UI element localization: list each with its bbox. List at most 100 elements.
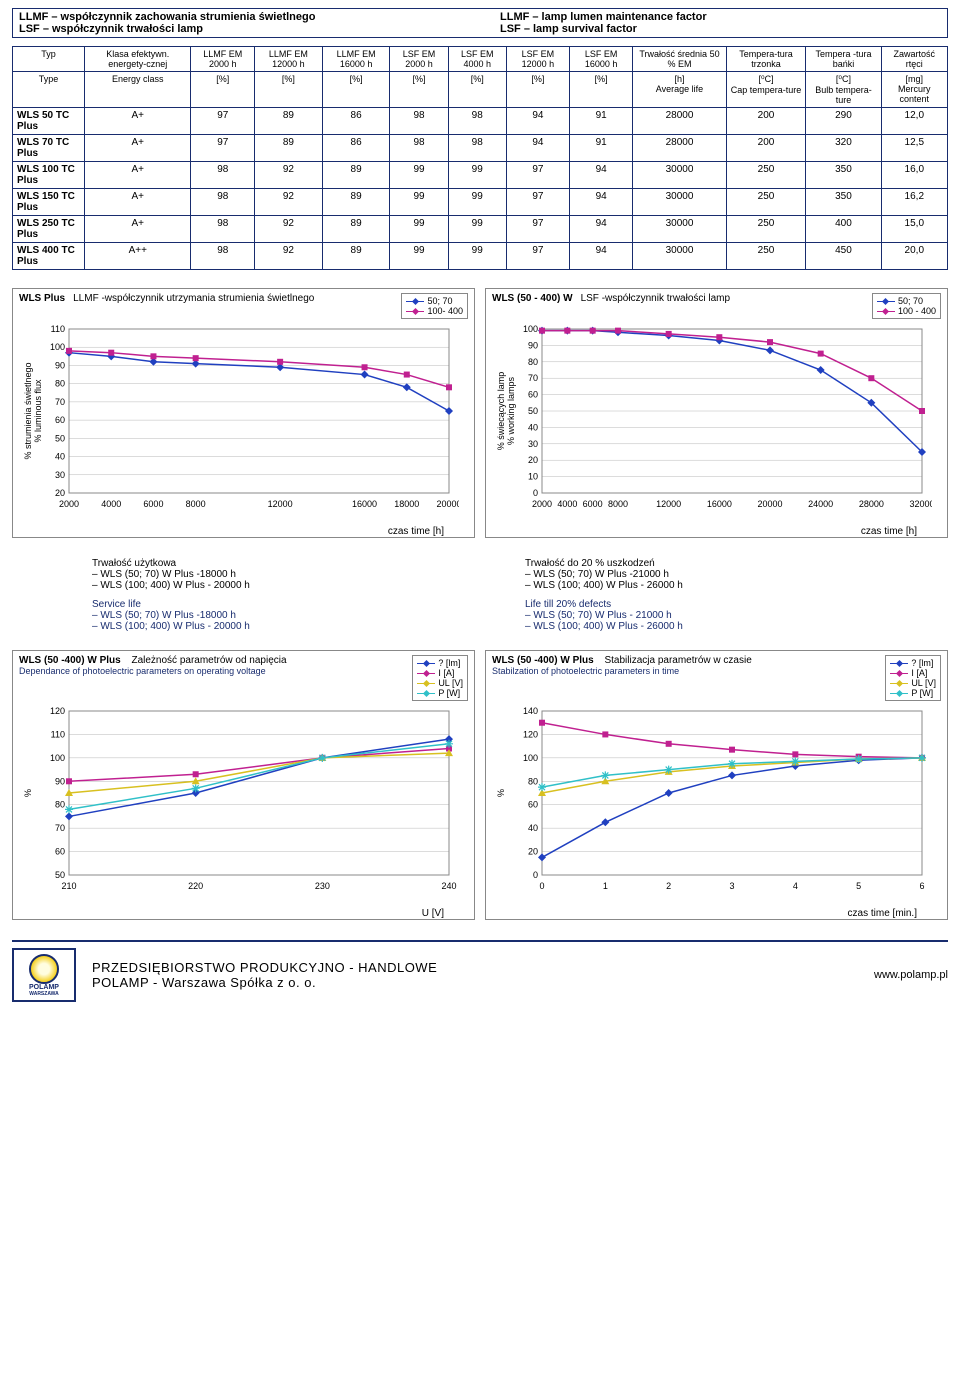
chart-row-2: WLS (50 -400) W Plus Zależność parametró… [12, 650, 948, 920]
chart1-legend: 50; 70100- 400 [401, 293, 468, 319]
footer-url: www.polamp.pl [874, 969, 948, 981]
svg-text:6000: 6000 [583, 499, 603, 509]
chart1-title: WLS Plus [19, 293, 65, 304]
svg-text:20: 20 [528, 847, 538, 857]
def-lsf-pl: LSF – współczynnik trwałości lamp [19, 23, 460, 35]
svg-text:80: 80 [528, 357, 538, 367]
svg-text:2: 2 [666, 881, 671, 891]
svg-text:20: 20 [55, 488, 65, 498]
definitions-box: LLMF – współczynnik zachowania strumieni… [12, 8, 948, 38]
svg-text:40: 40 [528, 422, 538, 432]
svg-text:230: 230 [315, 881, 330, 891]
tr-pl-title: Trwałość do 20 % uszkodzeń [525, 558, 918, 569]
chart-stabil-box: WLS (50 -400) W Plus Stabilizacja parame… [485, 650, 948, 920]
svg-text:10: 10 [528, 472, 538, 482]
svg-text:5: 5 [856, 881, 861, 891]
lifetime-right: Trwałość do 20 % uszkodzeń – WLS (50; 70… [525, 558, 918, 632]
svg-text:1: 1 [603, 881, 608, 891]
chart3-svg: 5060708090100110120210220230240% [19, 703, 459, 903]
page-footer: POLAMP WARSZAWA PRZEDSIĘBIORSTWO PRODUKC… [12, 940, 948, 1002]
chart4-title: WLS (50 -400) W Plus [492, 655, 594, 666]
logo-icon [29, 954, 59, 984]
svg-text:16000: 16000 [352, 499, 377, 509]
chart2-subtitle: LSF -współczynnik trwałości lamp [581, 293, 868, 304]
chart3-legend: ? [lm]I [A]UL [V]P [W] [412, 655, 468, 701]
svg-text:100: 100 [50, 753, 65, 763]
svg-text:12000: 12000 [268, 499, 293, 509]
svg-text:40: 40 [55, 452, 65, 462]
svg-text:120: 120 [50, 706, 65, 716]
def-llmf-en: LLMF – lamp lumen maintenance factor [500, 11, 941, 23]
svg-text:4000: 4000 [557, 499, 577, 509]
svg-text:50: 50 [528, 406, 538, 416]
svg-text:4: 4 [793, 881, 798, 891]
svg-text:60: 60 [55, 415, 65, 425]
svg-text:240: 240 [441, 881, 456, 891]
chart2-svg: 0102030405060708090100200040006000800012… [492, 321, 932, 521]
svg-text:80: 80 [55, 379, 65, 389]
tl-pl-l2: – WLS (100; 400) W Plus - 20000 h [92, 580, 485, 591]
tl-en-l2: – WLS (100; 400) W Plus - 20000 h [92, 621, 485, 632]
svg-text:%: % [496, 789, 506, 797]
svg-text:80: 80 [55, 800, 65, 810]
chart4-svg: 0204060801001201400123456% [492, 703, 932, 903]
tr-en-l1: – WLS (50; 70) W Plus - 21000 h [525, 610, 918, 621]
svg-text:% working lamps: % working lamps [506, 376, 516, 445]
svg-text:28000: 28000 [859, 499, 884, 509]
definitions-right: LLMF – lamp lumen maintenance factor LSF… [500, 11, 941, 35]
spec-table: TypKlasa efektywn. energety-cznejLLMF EM… [12, 46, 948, 270]
svg-text:20000: 20000 [757, 499, 782, 509]
svg-text:30: 30 [528, 439, 538, 449]
svg-text:60: 60 [528, 800, 538, 810]
svg-text:90: 90 [55, 776, 65, 786]
tl-en-title: Service life [92, 599, 485, 610]
chart3-xlabel: U [V] [13, 908, 474, 919]
svg-text:70: 70 [55, 397, 65, 407]
svg-text:110: 110 [51, 729, 65, 739]
def-llmf-pl: LLMF – współczynnik zachowania strumieni… [19, 11, 460, 23]
svg-text:12000: 12000 [656, 499, 681, 509]
chart2-legend: 50; 70100 - 400 [872, 293, 941, 319]
def-lsf-en: LSF – lamp survival factor [500, 23, 941, 35]
svg-text:6000: 6000 [143, 499, 163, 509]
svg-text:90: 90 [55, 360, 65, 370]
chart-row-1: WLS Plus LLMF -współczynnik utrzymania s… [12, 288, 948, 538]
svg-text:110: 110 [51, 324, 65, 334]
svg-text:2000: 2000 [59, 499, 79, 509]
chart4-sub-en: Stabilzation of photoelectric parameters… [492, 666, 679, 676]
svg-text:30: 30 [55, 470, 65, 480]
tr-en-title: Life till 20% defects [525, 599, 918, 610]
chart3-sub-en: Dependance of photoelectric parameters o… [19, 666, 266, 676]
svg-text:0: 0 [533, 870, 538, 880]
chart1-svg: 2030405060708090100110200040006000800012… [19, 321, 459, 521]
svg-text:70: 70 [55, 823, 65, 833]
svg-text:3: 3 [729, 881, 734, 891]
footer-line1: PRZEDSIĘBIORSTWO PRODUKCYJNO - HANDLOWE [92, 960, 437, 975]
svg-text:% strumienia świetlnego: % strumienia świetlnego [23, 362, 33, 459]
svg-text:0: 0 [533, 488, 538, 498]
svg-text:90: 90 [528, 340, 538, 350]
svg-text:70: 70 [528, 373, 538, 383]
lifetime-left: Trwałość użytkowa – WLS (50; 70) W Plus … [92, 558, 485, 632]
chart-voltage-box: WLS (50 -400) W Plus Zależność parametró… [12, 650, 475, 920]
svg-text:6: 6 [919, 881, 924, 891]
tl-en-l1: – WLS (50; 70) W Plus -18000 h [92, 610, 485, 621]
tl-pl-title: Trwałość użytkowa [92, 558, 485, 569]
svg-text:0: 0 [539, 881, 544, 891]
svg-text:220: 220 [188, 881, 203, 891]
svg-text:32000: 32000 [909, 499, 932, 509]
spec-table-head: TypKlasa efektywn. energety-cznejLLMF EM… [13, 47, 948, 108]
logo-top: POLAMP [29, 984, 59, 991]
svg-text:20: 20 [528, 455, 538, 465]
svg-text:18000: 18000 [394, 499, 419, 509]
footer-line2: POLAMP - Warszawa Spółka z o. o. [92, 975, 437, 990]
chart1-xlabel: czas time [h] [13, 526, 474, 537]
chart1-subtitle: LLMF -współczynnik utrzymania strumienia… [73, 293, 397, 304]
svg-text:60: 60 [55, 847, 65, 857]
svg-text:24000: 24000 [808, 499, 833, 509]
svg-text:100: 100 [523, 753, 538, 763]
svg-text:120: 120 [523, 729, 538, 739]
footer-company: PRZEDSIĘBIORSTWO PRODUKCYJNO - HANDLOWE … [92, 960, 437, 990]
lifetime-text-row: Trwałość użytkowa – WLS (50; 70) W Plus … [92, 558, 918, 632]
svg-text:% luminous flux: % luminous flux [33, 379, 43, 443]
